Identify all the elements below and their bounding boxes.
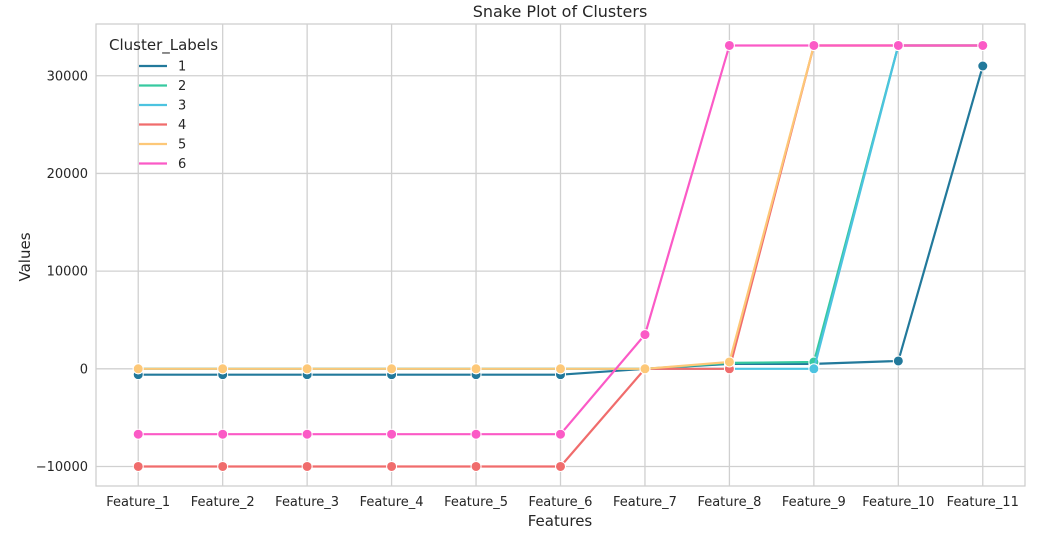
data-point bbox=[892, 39, 904, 51]
data-point bbox=[217, 460, 229, 472]
legend-label: 6 bbox=[178, 157, 186, 172]
data-point bbox=[977, 60, 989, 72]
legend-label: 1 bbox=[178, 60, 186, 75]
legend-title: Cluster_Labels bbox=[109, 36, 218, 55]
data-point bbox=[132, 460, 144, 472]
legend: Cluster_Labels 1 2 3 4 5 6 bbox=[109, 36, 218, 172]
data-point bbox=[386, 460, 398, 472]
x-tick-label: Feature_10 bbox=[862, 495, 934, 510]
x-tick-label: Feature_11 bbox=[947, 495, 1019, 510]
y-tick-labels: −10000 0 10000 20000 30000 bbox=[36, 69, 88, 475]
data-point bbox=[470, 363, 482, 375]
legend-label: 3 bbox=[178, 99, 186, 114]
legend-label: 2 bbox=[178, 79, 186, 94]
chart-title: Snake Plot of Clusters bbox=[473, 2, 648, 21]
y-tick-label: −10000 bbox=[36, 460, 88, 475]
data-point bbox=[808, 363, 820, 375]
series-lines bbox=[132, 39, 989, 472]
data-point bbox=[301, 460, 313, 472]
x-axis-label: Features bbox=[528, 512, 593, 530]
x-tick-label: Feature_9 bbox=[782, 495, 846, 510]
data-point bbox=[386, 428, 398, 440]
data-point bbox=[555, 428, 566, 440]
legend-label: 4 bbox=[178, 118, 186, 133]
x-tick-label: Feature_2 bbox=[191, 495, 255, 510]
data-point bbox=[639, 363, 651, 375]
x-tick-label: Feature_6 bbox=[529, 495, 593, 510]
y-tick-label: 20000 bbox=[47, 167, 88, 182]
data-point bbox=[132, 428, 144, 440]
data-point bbox=[639, 329, 651, 341]
data-point bbox=[555, 363, 566, 375]
data-point bbox=[723, 39, 735, 51]
data-point bbox=[892, 355, 904, 367]
data-point bbox=[470, 428, 482, 440]
data-point bbox=[301, 428, 313, 440]
x-tick-label: Feature_3 bbox=[275, 495, 339, 510]
x-tick-label: Feature_1 bbox=[106, 495, 170, 510]
data-point bbox=[217, 363, 229, 375]
x-tick-label: Feature_8 bbox=[697, 495, 761, 510]
data-point bbox=[386, 363, 398, 375]
data-point bbox=[132, 363, 144, 375]
data-point bbox=[470, 460, 482, 472]
x-tick-label: Feature_4 bbox=[360, 495, 424, 510]
x-tick-label: Feature_7 bbox=[613, 495, 677, 510]
data-point bbox=[301, 363, 313, 375]
series-6 bbox=[132, 39, 989, 440]
x-tick-labels: Feature_1 Feature_2 Feature_3 Feature_4 Feat… bbox=[106, 495, 1019, 510]
data-point bbox=[723, 356, 735, 368]
y-tick-label: 10000 bbox=[47, 265, 88, 280]
x-tick-label: Feature_5 bbox=[444, 495, 508, 510]
y-axis-label: Values bbox=[16, 232, 34, 281]
data-point bbox=[217, 428, 229, 440]
data-point bbox=[808, 39, 820, 51]
data-point bbox=[977, 39, 989, 51]
legend-label: 5 bbox=[178, 138, 186, 153]
y-tick-label: 0 bbox=[80, 362, 88, 377]
y-tick-label: 30000 bbox=[47, 69, 88, 84]
data-point bbox=[555, 460, 566, 472]
